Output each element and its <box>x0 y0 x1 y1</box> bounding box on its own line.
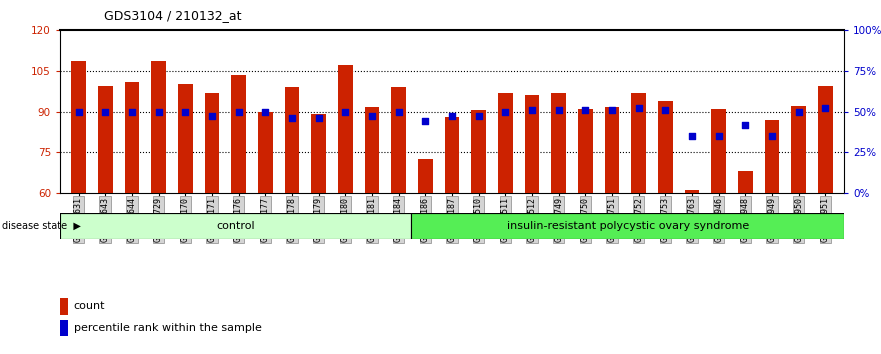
Bar <box>524 95 539 193</box>
Bar <box>818 86 833 193</box>
Point <box>232 109 246 114</box>
Bar <box>60 320 68 336</box>
Point <box>525 107 539 113</box>
Bar <box>632 92 646 193</box>
Bar <box>552 92 566 193</box>
Bar <box>365 108 380 193</box>
Point <box>658 107 672 113</box>
Bar <box>152 61 166 193</box>
Point <box>471 114 485 119</box>
Bar <box>258 112 272 193</box>
Bar <box>178 84 193 193</box>
Point <box>685 133 699 139</box>
Bar <box>765 120 780 193</box>
Point <box>285 115 299 121</box>
Bar <box>391 87 406 193</box>
Bar <box>685 190 700 193</box>
Text: GDS3104 / 210132_at: GDS3104 / 210132_at <box>104 9 241 22</box>
Point <box>338 109 352 114</box>
Point <box>312 115 326 121</box>
Point <box>391 109 405 114</box>
Point <box>418 119 433 124</box>
Bar <box>231 75 246 193</box>
Point <box>205 114 219 119</box>
Text: insulin-resistant polycystic ovary syndrome: insulin-resistant polycystic ovary syndr… <box>507 221 749 231</box>
Point <box>445 114 459 119</box>
Bar <box>738 171 752 193</box>
Bar <box>658 101 673 193</box>
Text: percentile rank within the sample: percentile rank within the sample <box>74 323 262 333</box>
Point <box>125 109 139 114</box>
Point <box>792 109 806 114</box>
Point <box>258 109 272 114</box>
Point <box>152 109 166 114</box>
Point <box>578 107 592 113</box>
Bar <box>471 110 486 193</box>
Bar <box>71 61 86 193</box>
Bar <box>445 117 459 193</box>
Bar <box>711 109 726 193</box>
Bar <box>498 92 513 193</box>
Text: count: count <box>74 301 105 311</box>
Bar <box>60 298 68 314</box>
Point <box>765 133 779 139</box>
Point <box>365 114 379 119</box>
Bar <box>578 109 593 193</box>
Bar <box>418 159 433 193</box>
Bar <box>411 213 844 239</box>
Text: control: control <box>217 221 255 231</box>
Point <box>605 107 619 113</box>
Bar <box>285 87 300 193</box>
Bar <box>204 92 219 193</box>
Point <box>552 107 566 113</box>
Bar <box>60 213 411 239</box>
Bar <box>124 82 139 193</box>
Bar <box>98 86 113 193</box>
Point <box>71 109 85 114</box>
Text: disease state  ▶: disease state ▶ <box>2 221 81 231</box>
Point <box>632 105 646 111</box>
Bar <box>604 108 619 193</box>
Bar <box>791 106 806 193</box>
Point <box>738 122 752 127</box>
Bar <box>338 65 352 193</box>
Point <box>98 109 112 114</box>
Point <box>712 133 726 139</box>
Point <box>178 109 192 114</box>
Bar <box>311 114 326 193</box>
Point <box>818 105 833 111</box>
Point <box>499 109 513 114</box>
